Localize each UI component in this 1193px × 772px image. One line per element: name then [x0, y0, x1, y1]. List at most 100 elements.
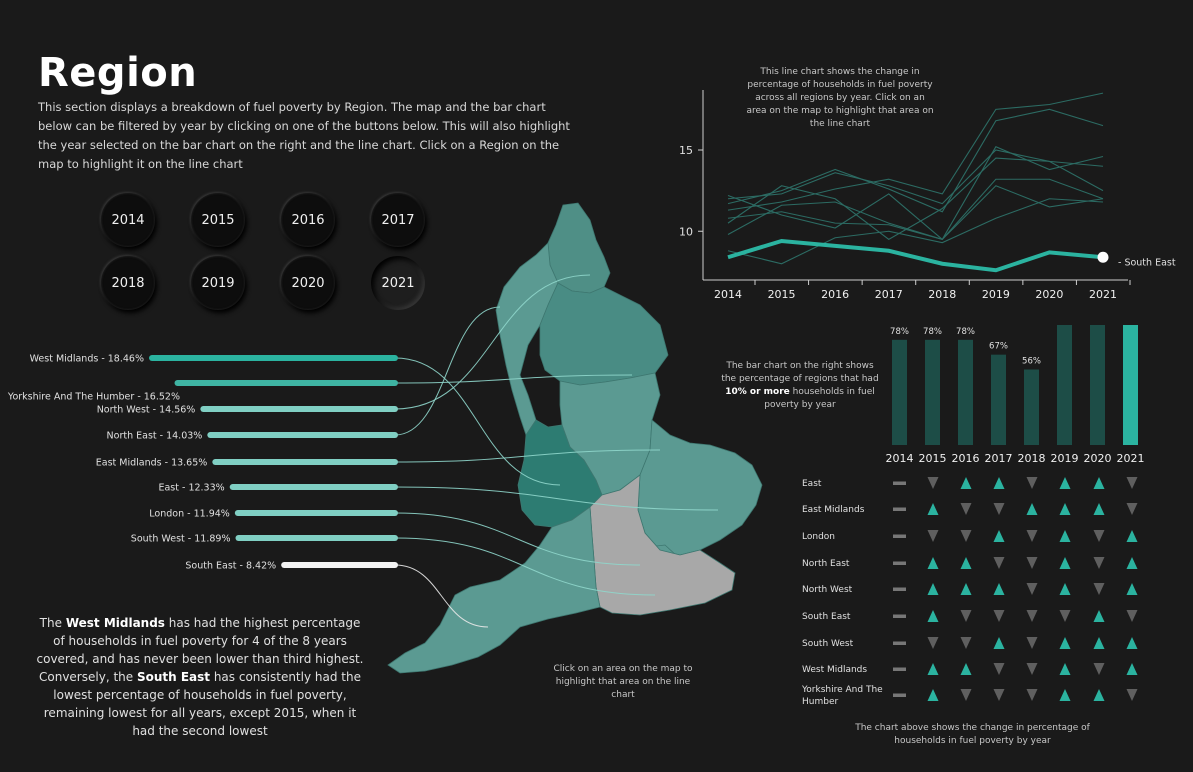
line-series-north-west[interactable]: [727, 92, 1104, 211]
year-bar-value: 78%: [956, 327, 975, 337]
map-region-north-east[interactable]: [547, 202, 611, 294]
connector-line: [394, 306, 501, 436]
year-bar[interactable]: [1024, 369, 1039, 445]
decrease-arrow-icon: [960, 689, 972, 701]
year-bar-value: 78%: [890, 327, 909, 337]
narrative-p2: has had the highest percentage of househ…: [36, 616, 364, 684]
year-button-2015[interactable]: 2015: [191, 193, 245, 247]
map-region-yorkshire-and-the-humber[interactable]: [539, 282, 669, 386]
decrease-arrow-icon: [1026, 689, 1038, 701]
year-button-2014[interactable]: 2014: [101, 193, 155, 247]
increase-arrow-icon: [1126, 663, 1138, 675]
increase-arrow-icon: [1059, 663, 1071, 675]
year-bar[interactable]: [892, 339, 907, 445]
year-button-2021[interactable]: 2021: [371, 256, 425, 310]
decrease-arrow-icon: [960, 503, 972, 515]
map-region-south-west[interactable]: [387, 506, 601, 674]
region-bar-label: London - 11.94%: [149, 509, 230, 520]
line-series-south-east[interactable]: [727, 238, 1104, 273]
year-bar-label: 2014: [886, 452, 914, 465]
increase-arrow-icon: [1093, 610, 1105, 622]
region-bar-label: East Midlands - 13.65%: [96, 458, 208, 469]
line-y-tick-label: 10: [679, 225, 693, 238]
decrease-arrow-icon: [1093, 557, 1105, 569]
line-series-london[interactable]: [727, 185, 1104, 240]
decrease-arrow-icon: [1026, 557, 1038, 569]
line-chart-note: This line chart shows the change in perc…: [746, 67, 934, 129]
no-change-marker: [893, 507, 906, 511]
year-bar-label: 2016: [952, 452, 980, 465]
intro-text: This section displays a breakdown of fue…: [38, 100, 570, 171]
region-bar-label: West Midlands - 18.46%: [30, 354, 144, 365]
line-x-tick-label: 2019: [982, 288, 1010, 301]
line-series-north-east[interactable]: [727, 146, 1104, 241]
line-series-east[interactable]: [727, 178, 1104, 241]
increase-arrow-icon: [1059, 637, 1071, 649]
connector-line: [394, 564, 489, 628]
year-button-2017[interactable]: 2017: [371, 193, 425, 247]
line-series-south-west[interactable]: [727, 198, 1104, 265]
increase-arrow-icon: [927, 610, 939, 622]
year-bar-label: 2020: [1084, 452, 1112, 465]
decrease-arrow-icon: [1026, 610, 1038, 622]
no-change-marker: [893, 614, 906, 618]
region-bar-label: North East - 14.03%: [107, 431, 203, 442]
year-bar-value: 67%: [989, 342, 1008, 352]
line-highlight-point[interactable]: [1097, 251, 1109, 263]
narrative-p1: The: [39, 616, 66, 630]
line-x-tick-label: 2015: [768, 288, 796, 301]
increase-arrow-icon: [1059, 530, 1071, 542]
year-button-2019[interactable]: 2019: [191, 256, 245, 310]
line-series-east-midlands[interactable]: [727, 157, 1104, 241]
no-change-marker: [893, 587, 906, 591]
increase-arrow-icon: [960, 663, 972, 675]
decrease-arrow-icon: [960, 610, 972, 622]
year-bar[interactable]: [1090, 325, 1105, 445]
year-bar[interactable]: [1057, 325, 1072, 445]
region-bar-label: South West - 11.89%: [131, 534, 231, 545]
bar-chart-note: The bar chart on the right shows the per…: [720, 360, 880, 412]
increase-arrow-icon: [993, 583, 1005, 595]
no-change-marker: [893, 481, 906, 485]
decrease-arrow-icon: [960, 637, 972, 649]
change-chart-note: The chart above shows the change in perc…: [855, 723, 1090, 746]
narrative-p3: has consistently had the lowest percenta…: [43, 670, 361, 738]
line-series-yorkshire-and-the-humber[interactable]: [727, 108, 1104, 213]
line-x-tick-label: 2021: [1089, 288, 1117, 301]
decrease-arrow-icon: [927, 477, 939, 489]
decrease-arrow-icon: [1126, 503, 1138, 515]
no-change-marker: [893, 641, 906, 645]
decrease-arrow-icon: [993, 610, 1005, 622]
change-row-label: Yorkshire And The: [801, 685, 883, 695]
increase-arrow-icon: [927, 583, 939, 595]
year-button-2016[interactable]: 2016: [281, 193, 335, 247]
increase-arrow-icon: [993, 530, 1005, 542]
bar-note-b: households in fuel poverty by year: [764, 387, 875, 410]
increase-arrow-icon: [1093, 689, 1105, 701]
connector-line: [394, 486, 719, 511]
bar-note-a: The bar chart on the right shows the per…: [721, 361, 879, 384]
year-bar[interactable]: [958, 339, 973, 445]
year-button-2018[interactable]: 2018: [101, 256, 155, 310]
increase-arrow-icon: [993, 637, 1005, 649]
year-bar[interactable]: [925, 339, 940, 445]
region-bar-label: East - 12.33%: [158, 483, 224, 494]
increase-arrow-icon: [1126, 583, 1138, 595]
year-bar-label: 2015: [919, 452, 947, 465]
bar-note-bold: 10% or more: [725, 387, 790, 397]
year-bar-value: 89%: [1088, 320, 1107, 322]
connector-line: [394, 449, 661, 463]
increase-arrow-icon: [960, 477, 972, 489]
region-bar-chart: West Midlands - 18.46% Yorkshire And The …: [7, 354, 398, 572]
increase-arrow-icon: [960, 557, 972, 569]
map-region-east[interactable]: [637, 419, 763, 556]
page-title: Region: [38, 50, 198, 96]
region-map-and-bars: West Midlands - 18.46% Yorkshire And The …: [7, 202, 763, 674]
connector-line: [394, 537, 656, 596]
year-bar[interactable]: [1123, 325, 1138, 445]
decrease-arrow-icon: [1126, 477, 1138, 489]
year-bar[interactable]: [991, 354, 1006, 445]
year-button-2020[interactable]: 2020: [281, 256, 335, 310]
line-series-west-midlands[interactable]: [727, 149, 1104, 205]
change-indicator-table: East East Midlands London North East North W…: [801, 477, 1138, 707]
